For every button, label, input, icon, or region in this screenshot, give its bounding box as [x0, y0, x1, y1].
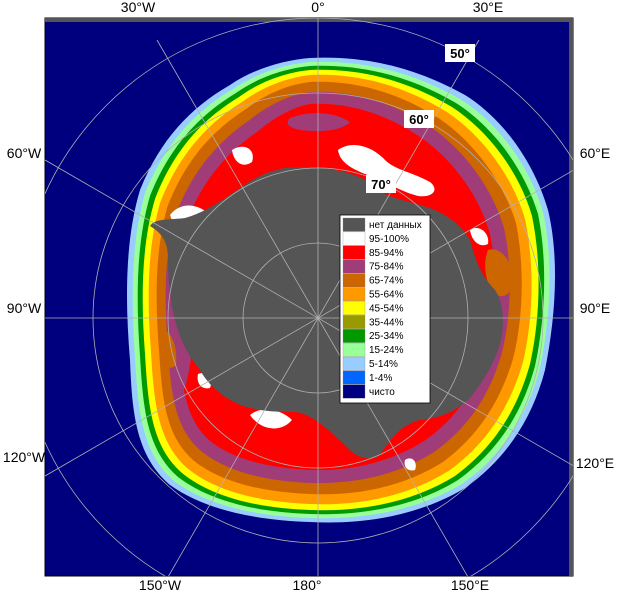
ice-95-100-patch-s [250, 409, 292, 429]
legend-swatch [342, 370, 366, 385]
lon-label-150e: 150°E [451, 577, 489, 593]
latitude-label-60: 60° [404, 110, 434, 128]
lon-label-90e: 90°E [580, 300, 611, 316]
lon-label-120e: 120°E [576, 455, 614, 471]
ice-belt-75-84-patch-north [287, 113, 350, 132]
legend-label: 15-24% [369, 345, 404, 356]
lon-label-150w: 150°W [139, 577, 182, 593]
legend-swatch [342, 315, 366, 329]
legend-label: чисто [369, 387, 395, 398]
legend: нет данных 95-100% 85-94% 75-84% 65-74% 55-64… [339, 214, 431, 404]
legend-swatch [342, 329, 366, 343]
legend-label: 95-100% [369, 234, 409, 245]
legend-label: 45-54% [369, 303, 404, 314]
lon-label-60w: 60°W [7, 145, 42, 161]
legend-swatch [342, 301, 366, 315]
ice-95-100-patch-ne [470, 227, 489, 246]
longitude-labels-bottom: 150°W 180° 150°E [139, 577, 489, 593]
legend-swatch [342, 342, 366, 357]
legend-label: 35-44% [369, 317, 404, 328]
svg-text:60°: 60° [409, 112, 429, 127]
latitude-label-70: 70° [366, 175, 396, 193]
longitude-labels-right: 60°E 90°E 120°E [576, 145, 614, 471]
legend-swatch [342, 273, 366, 288]
legend-swatch [342, 245, 366, 260]
legend-label: 85-94% [369, 248, 404, 259]
legend-swatch [342, 259, 366, 274]
lon-label-30w: 30°W [121, 0, 156, 15]
svg-text:70°: 70° [371, 177, 391, 192]
legend-swatch [342, 217, 366, 232]
legend-label: 75-84% [369, 262, 404, 273]
legend-swatch [342, 356, 366, 371]
latitude-label-50: 50° [445, 44, 475, 62]
legend-label: 1-4% [369, 373, 392, 384]
ice-belt-65-74-patch-west [160, 329, 177, 368]
legend-swatch [342, 384, 366, 399]
lon-label-120w: 120°W [3, 449, 46, 465]
longitude-labels-top: 30°W 0° 30°E [121, 0, 503, 15]
longitude-labels-left: 60°W 90°W 120°W [3, 145, 46, 465]
top-border-strip [45, 18, 573, 22]
legend-label: 5-14% [369, 359, 398, 370]
lon-label-90w: 90°W [7, 300, 42, 316]
legend-label: 55-64% [369, 290, 404, 301]
legend-label: 25-34% [369, 331, 404, 342]
ice-belt-65-74-patch-east [485, 249, 514, 297]
lon-label-0: 0° [311, 0, 324, 15]
lon-label-30e: 30°E [473, 0, 504, 15]
ice-95-100-patch-nw2 [232, 146, 253, 165]
ice-95-100-patch-n [338, 145, 435, 197]
legend-swatch [342, 287, 366, 302]
lon-label-180: 180° [293, 577, 322, 593]
legend-swatch [342, 231, 366, 246]
ice-95-100-patch-se [404, 458, 416, 471]
meridian-60-east [45, 169, 573, 477]
lon-label-60e: 60°E [580, 145, 611, 161]
graticule [45, 18, 573, 576]
right-border-strip [569, 18, 573, 576]
legend-label: нет данных [369, 220, 422, 231]
svg-text:50°: 50° [450, 46, 470, 61]
legend-label: 65-74% [369, 276, 404, 287]
